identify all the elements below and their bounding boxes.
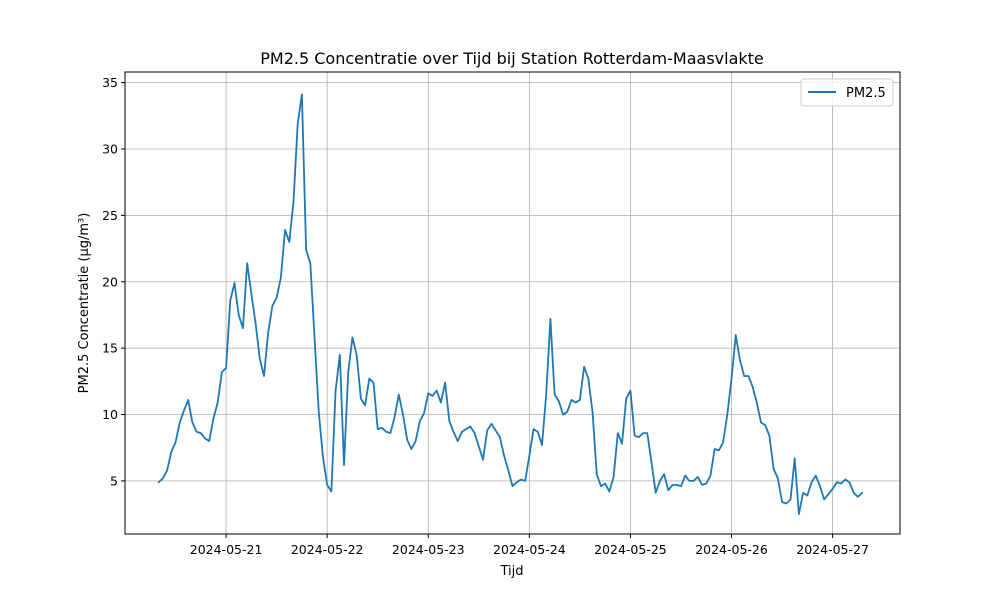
x-tick-label: 2024-05-26 xyxy=(695,542,768,557)
grid-lines xyxy=(125,72,900,534)
y-axis-ticks: 5 10 15 20 25 30 35 xyxy=(102,75,125,488)
y-tick-label: 35 xyxy=(102,75,118,90)
x-tick-label: 2024-05-24 xyxy=(493,542,566,557)
plot-frame xyxy=(124,71,901,535)
y-tick-label: 5 xyxy=(110,473,118,488)
x-axis-label: Tijd xyxy=(499,564,523,579)
series-line-pm25 xyxy=(157,93,864,515)
y-tick-label: 25 xyxy=(102,208,118,223)
legend-label-pm25: PM2.5 xyxy=(846,86,886,101)
y-tick-label: 15 xyxy=(102,341,118,356)
y-tick-label: 10 xyxy=(102,407,118,422)
x-tick-label: 2024-05-22 xyxy=(291,542,364,557)
y-axis-label: PM2.5 Concentratie (µg/m³) xyxy=(77,213,92,394)
x-tick-label: 2024-05-25 xyxy=(594,542,667,557)
y-tick-label: 20 xyxy=(102,274,118,289)
y-tick-label: 30 xyxy=(102,142,118,157)
series-group xyxy=(157,93,864,515)
legend: PM2.5 xyxy=(800,78,894,107)
x-tick-label: 2024-05-27 xyxy=(796,542,869,557)
x-axis-ticks: 2024-05-21 2024-05-22 2024-05-23 2024-05-24… xyxy=(190,534,869,557)
x-tick-label: 2024-05-21 xyxy=(190,542,263,557)
legend-box xyxy=(800,78,894,107)
x-tick-label: 2024-05-23 xyxy=(392,542,465,557)
chart-title: PM2.5 Concentratie over Tijd bij Station… xyxy=(260,49,764,68)
